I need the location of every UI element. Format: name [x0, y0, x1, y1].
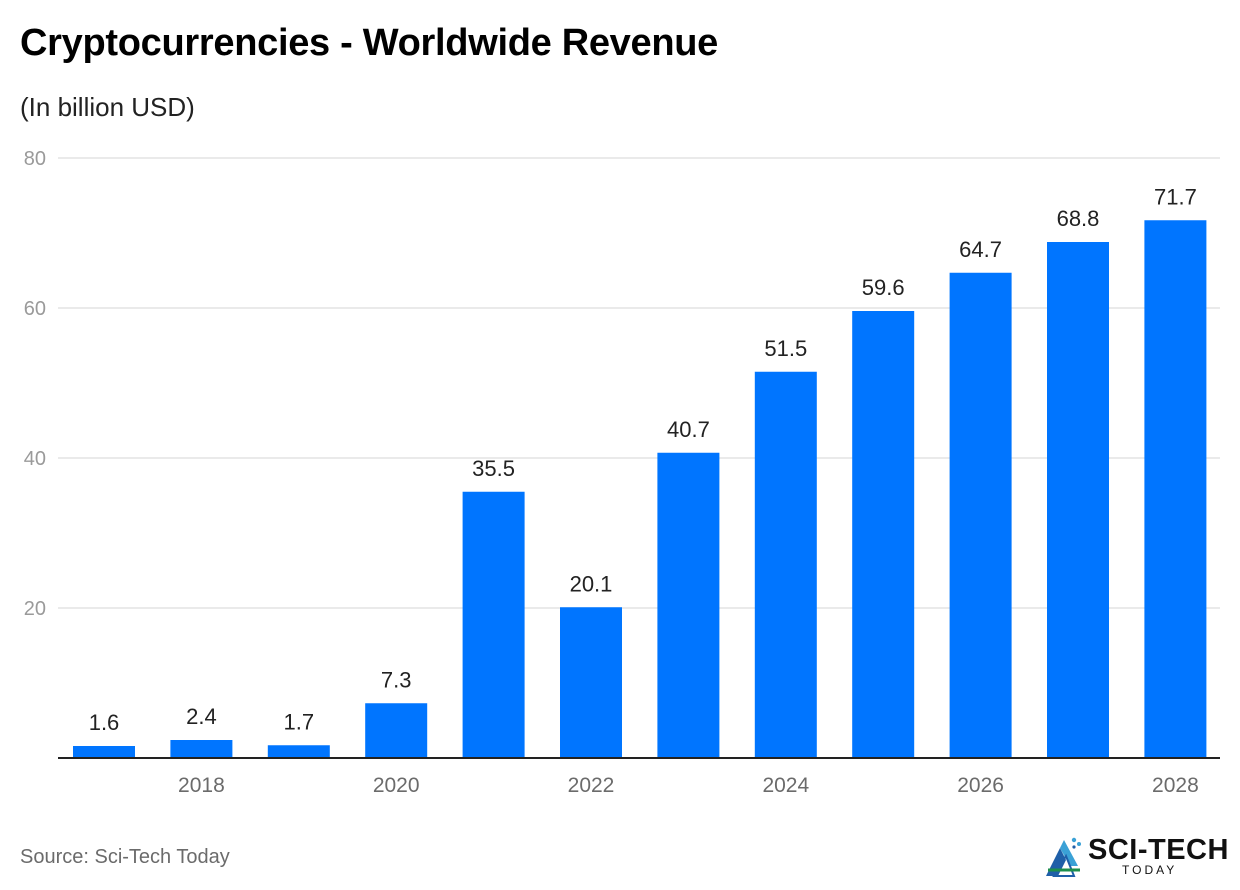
bar — [170, 740, 233, 758]
bar-value-label: 71.7 — [1154, 184, 1197, 209]
logo-name: SCI-TECH — [1088, 834, 1229, 866]
bar-chart: 20 40 60 80 1.6 2.4 1.7 7.3 35.5 20.1 40.7 51.5 59.… — [24, 148, 1220, 797]
x-tick-label: 2028 — [1152, 774, 1199, 797]
bars — [73, 220, 1207, 758]
bar — [267, 745, 330, 758]
gridlines — [58, 157, 1220, 609]
y-tick-label: 40 — [24, 448, 46, 470]
y-axis-ticks: 20 40 60 80 — [24, 148, 46, 620]
y-tick-label: 60 — [24, 298, 46, 320]
x-tick-label: 2024 — [762, 774, 809, 797]
chart-subtitle: (In billion USD) — [20, 92, 195, 122]
bar — [1047, 242, 1109, 758]
sci-tech-logo: SCI-TECH TODAY — [1044, 832, 1228, 880]
bar-value-label: 35.5 — [472, 456, 515, 481]
bar-value-label: 1.6 — [89, 710, 120, 735]
bar-value-label: 2.4 — [186, 704, 217, 729]
logo-subtitle: TODAY — [1122, 863, 1178, 877]
bar-value-labels: 1.6 2.4 1.7 7.3 35.5 20.1 40.7 51.5 59.6 64.7 68.8… — [89, 184, 1197, 735]
bar — [365, 703, 428, 758]
bar-value-label: 7.3 — [381, 667, 412, 692]
bar — [73, 746, 135, 758]
bar — [657, 452, 720, 758]
x-tick-label: 2020 — [373, 774, 420, 797]
x-axis-ticks: 2018 2020 2022 2024 2026 2028 — [178, 774, 1199, 797]
bar — [754, 371, 817, 758]
x-tick-label: 2026 — [957, 774, 1004, 797]
bar-value-label: 20.1 — [570, 571, 613, 596]
bar-value-label: 68.8 — [1057, 206, 1100, 231]
x-tick-label: 2018 — [178, 774, 225, 797]
bar — [949, 272, 1012, 758]
bar — [1144, 220, 1207, 758]
bar — [462, 491, 525, 758]
bar-value-label: 59.6 — [862, 275, 905, 300]
x-tick-label: 2022 — [568, 774, 615, 797]
chart-title: Cryptocurrencies - Worldwide Revenue — [20, 22, 719, 64]
bar-value-label: 1.7 — [284, 709, 315, 734]
bar-value-label: 64.7 — [959, 237, 1002, 262]
bar-value-label: 51.5 — [764, 336, 807, 361]
y-tick-label: 20 — [24, 598, 46, 620]
bar-value-label: 40.7 — [667, 417, 710, 442]
source-note: Source: Sci-Tech Today — [20, 846, 230, 868]
sci-tech-logo-icon — [1046, 837, 1081, 877]
bar — [852, 311, 915, 758]
y-tick-label: 80 — [24, 148, 46, 170]
bar — [560, 607, 622, 758]
